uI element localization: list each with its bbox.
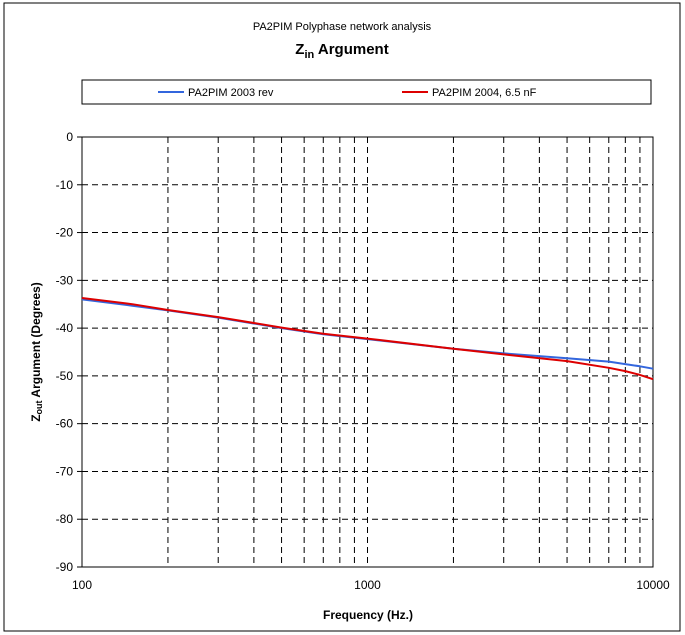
chart-title-rest: Argument: [314, 41, 388, 58]
y-tick-label: -20: [56, 226, 74, 240]
y-tick-label: -80: [56, 512, 74, 526]
series-line-2: [81, 297, 654, 381]
x-tick-label: 1000: [354, 578, 381, 592]
chart-title: Zin Argument: [295, 41, 388, 61]
y-tick-label: -50: [56, 369, 74, 383]
y-tick-label: -90: [56, 560, 74, 574]
x-axis-label: Frequency (Hz.): [323, 608, 413, 622]
series-lines: [81, 297, 654, 381]
y-axis-label: Zout Argument (Degrees): [29, 282, 44, 422]
grid: [82, 137, 653, 567]
legend-label-2: PA2PIM 2004, 6.5 nF: [432, 87, 537, 99]
x-tick-label: 10000: [636, 578, 670, 592]
x-tick-label: 100: [72, 578, 92, 592]
y-tick-label: -70: [56, 464, 74, 478]
y-tick-label: -10: [56, 178, 74, 192]
legend-label-1: PA2PIM 2003 rev: [188, 87, 274, 99]
y-axis-label-rest: Argument (Degrees): [29, 282, 43, 400]
y-tick-label: -60: [56, 417, 74, 431]
chart-title-main: Z: [295, 41, 304, 58]
y-tick-label: -40: [56, 321, 74, 335]
y-axis-label-sub: out: [34, 400, 44, 414]
chart-title-sub: in: [304, 49, 314, 61]
legend: PA2PIM 2003 rev PA2PIM 2004, 6.5 nF: [81, 79, 652, 105]
y-axis-label-main: Z: [29, 414, 43, 421]
chart-subtitle: PA2PIM Polyphase network analysis: [253, 21, 432, 33]
y-tick-label: -30: [56, 273, 74, 287]
axes: 0 -10 -20 -30 -40 -50 -60 -70 -80 -90 100 1000 10000: [56, 130, 670, 592]
y-tick-label: 0: [66, 130, 73, 144]
